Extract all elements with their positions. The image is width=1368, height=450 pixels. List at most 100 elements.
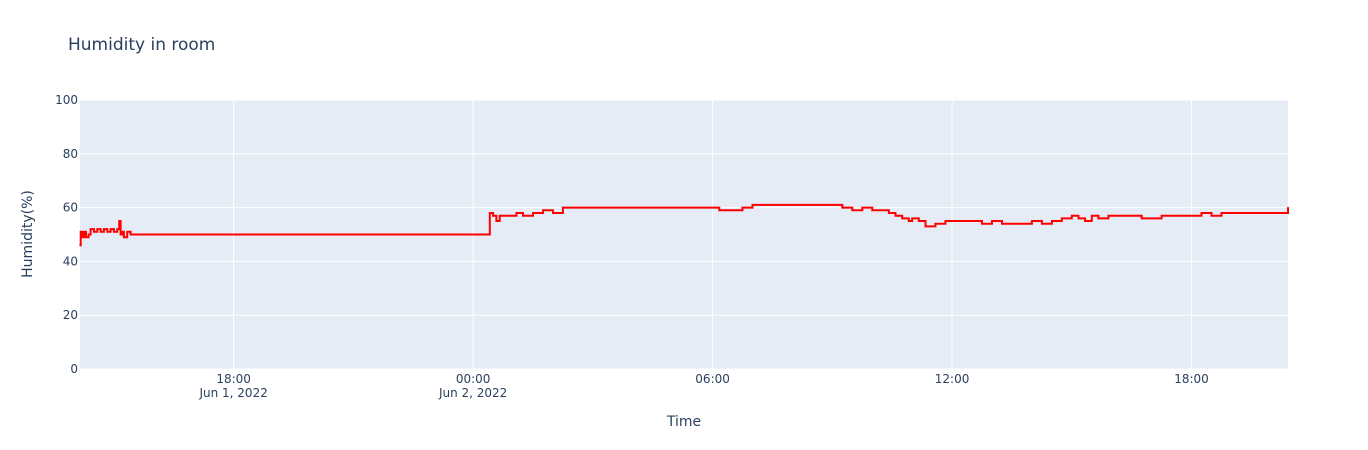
- data-point: [118, 220, 120, 222]
- data-point: [1031, 220, 1033, 222]
- data-point: [718, 209, 721, 212]
- data-point: [106, 231, 109, 233]
- data-point: [1061, 217, 1063, 220]
- data-point: [123, 236, 125, 238]
- data-point: [888, 212, 890, 214]
- data-point: [81, 236, 83, 238]
- data-point: [841, 206, 844, 209]
- x-tick-label: Jun 1, 2022: [198, 386, 267, 400]
- data-point: [103, 228, 105, 230]
- data-point: [1021, 222, 1023, 225]
- data-point: [944, 220, 947, 222]
- y-tick-label: 20: [63, 308, 78, 322]
- humidity-series-line: [79, 203, 1289, 247]
- data-point: [126, 231, 128, 233]
- data-point: [861, 206, 864, 209]
- data-point: [831, 204, 834, 206]
- x-tick-label: 18:00: [1174, 372, 1209, 386]
- data-point: [109, 228, 112, 230]
- data-point: [119, 233, 122, 236]
- data-point: [121, 231, 123, 233]
- data-point: [79, 231, 82, 233]
- data-point: [492, 214, 494, 217]
- data-point: [89, 228, 92, 230]
- data-point: [1091, 214, 1093, 217]
- data-point: [1011, 222, 1013, 225]
- data-point: [1200, 212, 1203, 214]
- data-point: [532, 212, 534, 214]
- y-tick-label: 0: [70, 362, 78, 376]
- data-point: [1150, 217, 1153, 220]
- data-point: [934, 222, 937, 225]
- x-tick-label: Jun 2, 2022: [438, 386, 507, 400]
- data-point: [85, 236, 87, 238]
- data-point: [1084, 220, 1086, 222]
- data-point: [1210, 214, 1213, 217]
- data-point: [1287, 206, 1289, 209]
- x-axis-title: Time: [666, 414, 701, 430]
- data-point: [1041, 222, 1043, 225]
- gridlines: [80, 99, 1288, 370]
- data-point: [1250, 212, 1253, 214]
- x-tick-label: 12:00: [935, 372, 970, 386]
- data-point: [116, 228, 119, 230]
- data-point: [851, 209, 854, 212]
- data-point: [801, 204, 804, 206]
- y-axis-title: Humidity(%): [20, 190, 36, 278]
- data-point: [908, 220, 910, 222]
- data-point: [924, 225, 927, 228]
- data-point: [1051, 220, 1053, 222]
- data-point: [93, 231, 95, 233]
- data-point: [552, 212, 554, 214]
- data-point: [1130, 214, 1133, 217]
- data-point: [708, 206, 711, 209]
- data-point: [991, 220, 993, 222]
- data-point: [821, 204, 824, 206]
- x-tick-label: 18:00: [216, 372, 251, 386]
- data-point: [751, 204, 754, 206]
- data-point: [1140, 217, 1143, 220]
- data-point: [731, 209, 734, 212]
- y-axis: 0 20 40 60 80 100: [55, 93, 78, 376]
- y-tick-label: 40: [63, 254, 78, 268]
- data-point: [741, 206, 744, 209]
- data-point: [1180, 214, 1183, 217]
- data-point: [1120, 214, 1123, 217]
- data-point: [871, 209, 874, 212]
- data-point: [508, 214, 511, 217]
- x-tick-label: 06:00: [695, 372, 730, 386]
- data-point: [1107, 214, 1110, 217]
- chart-title: Humidity in room: [68, 35, 215, 55]
- y-tick-label: 80: [63, 147, 78, 161]
- data-point: [981, 222, 983, 225]
- data-point: [562, 206, 564, 209]
- data-point: [542, 209, 544, 212]
- data-layer: [79, 203, 1289, 247]
- data-point: [96, 228, 99, 230]
- data-point: [495, 220, 498, 222]
- data-point: [894, 214, 897, 217]
- data-point: [79, 244, 81, 247]
- y-tick-label: 60: [63, 201, 78, 215]
- data-point: [911, 217, 913, 220]
- data-point: [522, 214, 524, 217]
- data-point: [957, 220, 960, 222]
- data-point: [87, 233, 90, 236]
- data-point: [1230, 212, 1233, 214]
- data-point: [502, 214, 504, 217]
- data-point: [918, 220, 920, 222]
- data-point: [781, 204, 784, 206]
- data-point: [1190, 214, 1193, 217]
- data-point: [83, 231, 85, 233]
- data-point: [1220, 212, 1223, 214]
- data-point: [99, 231, 102, 233]
- data-point: [515, 212, 518, 214]
- data-point: [498, 214, 501, 217]
- data-point: [129, 233, 132, 236]
- data-point: [113, 231, 115, 233]
- data-point: [971, 220, 973, 222]
- data-point: [489, 212, 491, 214]
- data-point: [1097, 217, 1100, 220]
